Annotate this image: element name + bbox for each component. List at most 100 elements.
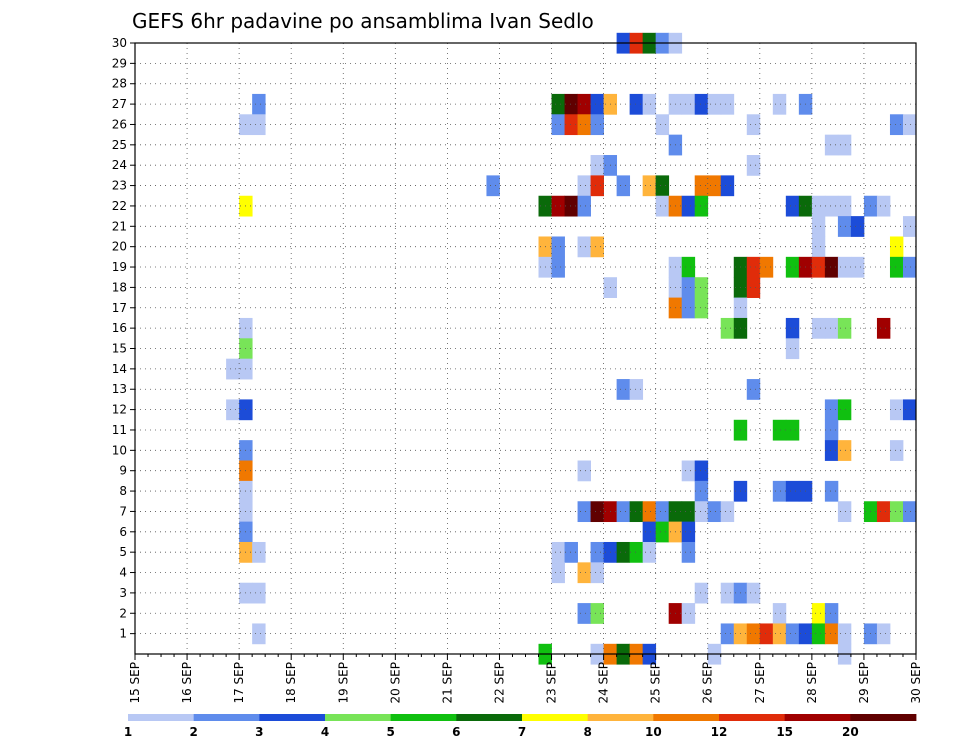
heatmap-cell <box>486 175 500 197</box>
y-tick-label: 25 <box>112 138 127 152</box>
heatmap-cell <box>226 399 240 421</box>
heatmap-cell <box>564 541 578 563</box>
heatmap-cell <box>629 541 644 563</box>
heatmap-cell <box>902 114 917 136</box>
heatmap-cell <box>772 93 787 115</box>
y-axis-ticks: 1234567891011121314151617181920212223242… <box>112 36 135 641</box>
heatmap-cell <box>837 440 852 461</box>
y-tick-label: 6 <box>119 525 127 539</box>
x-tick-label: 30 SEP <box>909 662 923 704</box>
colorbar-label: 8 <box>583 725 591 739</box>
y-tick-label: 12 <box>112 403 127 417</box>
heatmap-cell <box>837 623 852 645</box>
colorbar-swatch <box>325 714 392 721</box>
heatmap-cell <box>902 256 917 278</box>
y-tick-label: 10 <box>112 443 127 457</box>
heatmap-cell <box>707 93 722 115</box>
heatmap-cell <box>876 623 891 645</box>
heatmap-cell <box>642 541 657 563</box>
heatmap-cell <box>629 93 644 115</box>
heatmap-cell <box>720 501 735 523</box>
heatmap-cell <box>850 256 865 278</box>
y-tick-label: 7 <box>119 504 127 518</box>
heatmap-cell <box>785 195 800 217</box>
heatmap-cell <box>226 358 240 380</box>
heatmap-cell <box>889 114 904 136</box>
heatmap-cell <box>590 541 604 563</box>
heatmap-cell <box>577 562 591 584</box>
heatmap-cell <box>694 93 709 115</box>
heatmap-cell <box>824 256 839 278</box>
colorbar-label: 3 <box>255 725 263 739</box>
heatmap-cell <box>837 216 852 237</box>
x-tick-label: 20 SEP <box>388 662 402 704</box>
heatmap-cell <box>772 603 787 624</box>
chart-title: GEFS 6hr padavine po ansamblima Ivan Sed… <box>132 9 594 33</box>
colorbar-swatch <box>128 714 195 721</box>
colorbar-swatch <box>259 714 326 721</box>
x-tick-label: 15 SEP <box>128 662 142 704</box>
heatmap-cell <box>681 521 696 543</box>
heatmap-cell <box>629 379 644 400</box>
heatmap-cell <box>785 480 800 502</box>
heatmap-cell <box>642 521 657 543</box>
heatmap-cell <box>616 541 631 563</box>
heatmap-cell <box>642 501 657 523</box>
heatmap-cell <box>850 216 865 237</box>
heatmap-cell <box>720 623 735 645</box>
heatmap-cell <box>837 195 852 217</box>
x-tick-label: 28 SEP <box>805 662 819 704</box>
heatmap-cell <box>564 195 578 217</box>
y-tick-label: 4 <box>119 566 127 580</box>
heatmap-cell <box>642 175 657 197</box>
heatmap-cell <box>746 155 761 176</box>
y-tick-label: 27 <box>112 97 127 111</box>
heatmap-cell <box>551 256 565 278</box>
heatmap-cell <box>616 379 631 400</box>
colorbar-label: 2 <box>189 725 197 739</box>
y-tick-label: 18 <box>112 280 127 294</box>
heatmap-cell <box>681 195 696 217</box>
colorbar-swatch <box>784 714 851 721</box>
y-tick-label: 21 <box>112 219 127 233</box>
y-tick-label: 22 <box>112 199 127 213</box>
heatmap-cell <box>746 379 761 400</box>
y-tick-label: 15 <box>112 342 127 356</box>
heatmap-cell <box>707 175 722 197</box>
x-axis-ticks: 15 SEP 16 SEP 17 SEP 18 SEP 19 SEP 20 SEP 21 S… <box>128 654 923 704</box>
heatmap-cell <box>577 195 591 217</box>
x-tick-label: 17 SEP <box>232 662 246 704</box>
heatmap-cell <box>577 114 591 136</box>
heatmap-cell <box>694 297 709 319</box>
heatmap-cell <box>824 419 839 441</box>
heatmap-cell <box>681 541 696 563</box>
heatmap-cell <box>681 501 696 523</box>
y-tick-label: 17 <box>112 301 127 315</box>
colorbar-swatch <box>587 714 654 721</box>
heatmap-cell <box>824 480 839 502</box>
heatmap-cell <box>681 297 696 319</box>
heatmap-cell <box>577 501 591 523</box>
heatmap-cell <box>655 521 670 543</box>
heatmap-cell <box>590 236 604 258</box>
heatmap-cell <box>564 114 578 136</box>
heatmap-cell <box>746 256 761 278</box>
heatmap-cell <box>824 317 839 339</box>
heatmap-cell <box>772 480 787 502</box>
heatmap-cell <box>642 93 657 115</box>
colorbar-swatch <box>456 714 523 721</box>
y-tick-label: 13 <box>112 382 127 396</box>
y-tick-label: 30 <box>112 36 127 50</box>
colorbar-label: 10 <box>645 725 662 739</box>
x-tick-label: 16 SEP <box>180 662 194 704</box>
y-tick-label: 23 <box>112 179 127 193</box>
heatmap-cell <box>876 317 891 339</box>
heatmap-cell <box>811 216 826 237</box>
heatmap-cell <box>551 93 565 115</box>
heatmap-cell <box>577 175 591 197</box>
heatmap-cell <box>681 603 696 624</box>
colorbar-swatch <box>522 714 589 721</box>
y-tick-label: 11 <box>112 423 127 437</box>
heatmap-cell <box>252 582 266 604</box>
y-tick-label: 5 <box>119 545 127 559</box>
